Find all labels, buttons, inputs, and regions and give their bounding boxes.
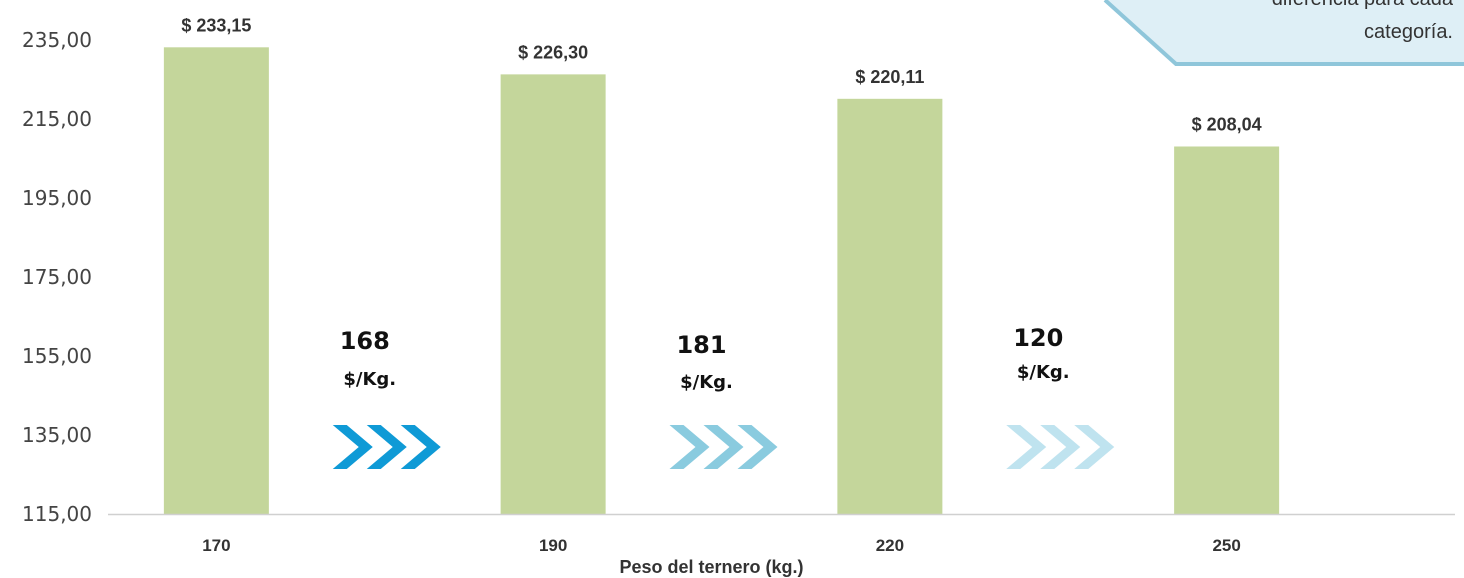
difference-annotation: 120 $/Kg. [1006,324,1115,469]
chevron-right-icon [703,425,744,469]
x-tick-label: 190 [539,536,567,555]
bar [500,74,606,515]
bar-value-label: $ 226,30 [518,42,588,62]
chevron-right-icon [332,425,373,469]
x-axis: 170 190 220 250 [202,536,1241,555]
bar [1174,146,1280,514]
bars-group [163,47,1280,515]
difference-unit: $/Kg. [680,372,733,393]
chevron-right-icon [1006,425,1047,469]
callout-shape [1105,0,1464,64]
difference-annotation: 181 $/Kg. [669,331,778,469]
y-tick-label: 135,00 [22,423,92,447]
y-tick-label: 175,00 [22,265,92,289]
chevron-right-icon [737,425,778,469]
y-tick-label: 235,00 [22,28,92,52]
difference-unit: $/Kg. [1017,362,1070,383]
difference-value: 168 [340,327,390,355]
bar [163,47,269,515]
bar-value-label: $ 220,11 [855,67,924,87]
bar-value-label: $ 233,15 [181,15,251,35]
bar-value-label: $ 208,04 [1192,114,1262,134]
callout-border [1103,0,1464,66]
y-tick-label: 155,00 [22,344,92,368]
bar [837,98,943,515]
y-tick-label: 115,00 [22,502,92,526]
y-axis: 115,00 135,00 155,00 175,00 195,00 215,00 235,… [22,28,92,526]
x-axis-title: Peso del ternero (kg.) [619,557,803,577]
callout-line: diferencia para cada [1272,0,1454,10]
chevron-right-icon [669,425,710,469]
y-tick-label: 215,00 [22,107,92,131]
difference-annotations: 168 $/Kg. 181 $/Kg. 120 $/Kg. [332,324,1115,469]
x-tick-label: 170 [202,536,230,555]
difference-value: 120 [1013,324,1063,352]
difference-unit: $/Kg. [343,369,396,390]
difference-value: 181 [676,331,726,359]
chevron-right-icon [400,425,441,469]
data-labels-group: $ 233,15 $ 226,30 $ 220,11 $ 208,04 [181,15,1261,134]
chevron-right-icon [1074,425,1115,469]
callout-box: diferencia para cada categoría. [1103,0,1464,66]
chevron-right-icon [1040,425,1081,469]
x-tick-label: 250 [1212,536,1240,555]
y-tick-label: 195,00 [22,186,92,210]
x-tick-label: 220 [876,536,904,555]
chevron-right-icon [366,425,407,469]
difference-annotation: 168 $/Kg. [332,327,441,469]
callout-line: categoría. [1364,21,1453,43]
